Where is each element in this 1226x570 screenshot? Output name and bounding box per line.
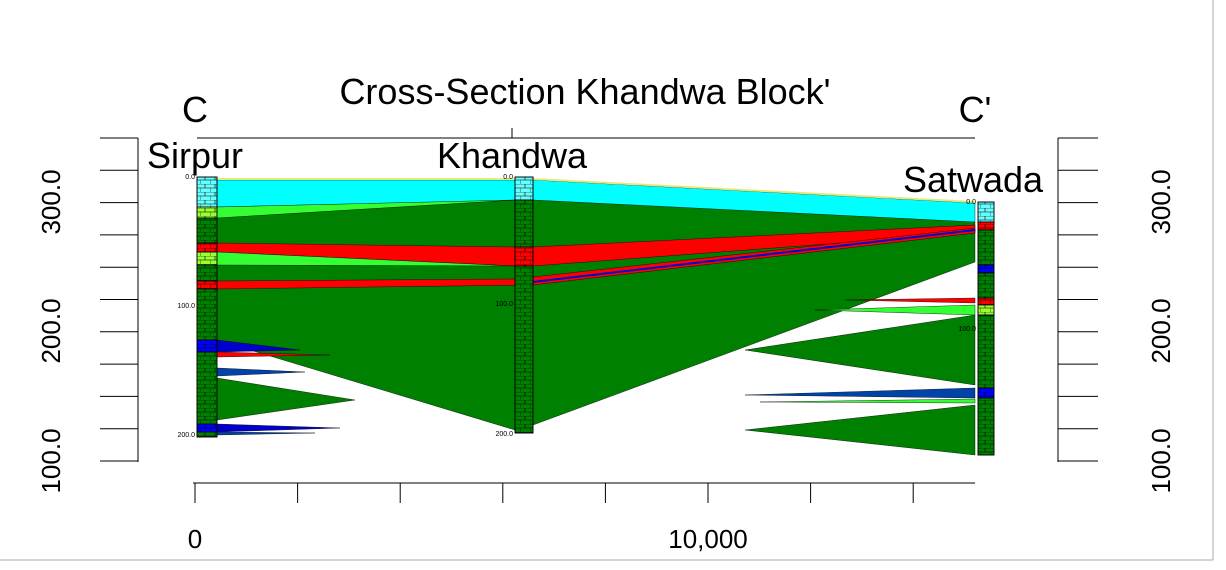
y-tick-label: 200.0	[1146, 298, 1176, 363]
section-end: C'	[959, 89, 992, 130]
y-tick-label: 100.0	[36, 428, 66, 493]
y-tick-label: 300.0	[1146, 169, 1176, 234]
depth-label: 100.0	[958, 326, 976, 333]
well-name: Khandwa	[437, 135, 588, 176]
depth-label: 0.0	[185, 174, 195, 181]
well-name: Sirpur	[147, 135, 243, 176]
y-tick-label: 300.0	[36, 169, 66, 234]
depth-label: 200.0	[495, 431, 513, 438]
x-tick-label: 0	[188, 524, 202, 554]
cross-section: Cross-Section Khandwa Block' C C' Sirpur…	[0, 0, 1226, 565]
y-tick-label: 100.0	[1146, 428, 1176, 493]
depth-label: 100.0	[177, 303, 195, 310]
x-tick-label: 10,000	[668, 524, 748, 554]
depth-label: 200.0	[177, 432, 195, 439]
depth-label: 0.0	[966, 199, 976, 206]
section-start: C	[182, 89, 208, 130]
well-name: Satwada	[903, 159, 1044, 200]
depth-label: 0.0	[503, 174, 513, 181]
y-tick-label: 200.0	[36, 298, 66, 363]
depth-label: 100.0	[495, 301, 513, 308]
title: Cross-Section Khandwa Block'	[339, 71, 830, 112]
